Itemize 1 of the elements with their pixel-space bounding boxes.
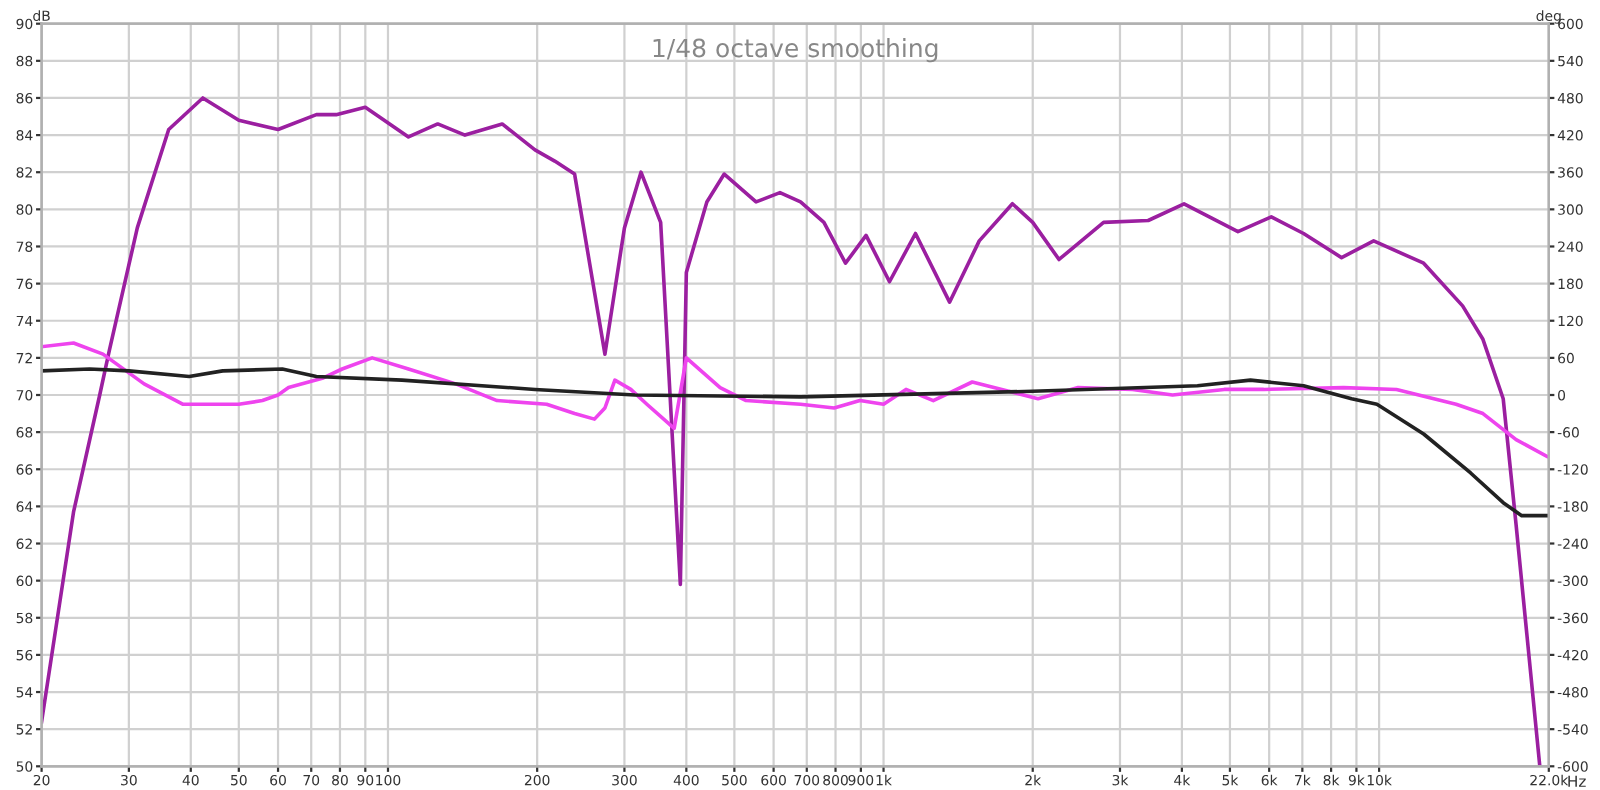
text: 1/48 octave smoothing xyxy=(653,38,938,63)
